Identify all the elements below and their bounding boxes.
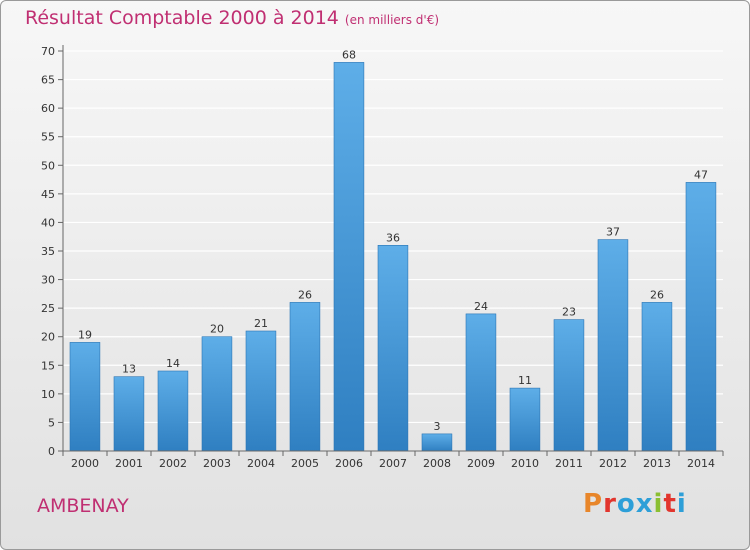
data-label-2001: 13: [122, 363, 136, 376]
x-tick-label: 2007: [379, 457, 407, 470]
y-tick-label: 20: [41, 331, 55, 344]
chart-title: Résultat Comptable 2000 à 2014 (en millie…: [25, 7, 439, 29]
bar-2004: [245, 330, 277, 452]
data-label-2004: 21: [254, 317, 268, 330]
x-tick-label: 2002: [159, 457, 187, 470]
data-label-2014: 47: [694, 168, 708, 181]
data-label-2011: 23: [562, 306, 576, 319]
data-label-2007: 36: [386, 231, 400, 244]
logo-letter: t: [663, 489, 677, 519]
x-tick-label: 2003: [203, 457, 231, 470]
y-tick-label: 25: [41, 302, 55, 315]
logo-letter: P: [583, 489, 604, 519]
logo-letter: i: [676, 489, 687, 519]
data-label-2000: 19: [78, 328, 92, 341]
data-label-2012: 37: [606, 226, 620, 239]
data-label-2002: 14: [166, 357, 180, 370]
data-label-2010: 11: [518, 374, 532, 387]
y-tick-label: 10: [41, 388, 55, 401]
x-tick-label: 2004: [247, 457, 275, 470]
y-tick-label: 55: [41, 131, 55, 144]
y-tick-label: 45: [41, 188, 55, 201]
y-tick-label: 65: [41, 74, 55, 87]
x-tick-label: 2000: [71, 457, 99, 470]
proxiti-logo: Proxiti: [583, 489, 687, 519]
bar-2005: [289, 302, 321, 452]
bar-2008: [421, 433, 453, 452]
y-tick-label: 15: [41, 359, 55, 372]
bars: 19 13 14 20 21 26 68 36 3 24 11 23 37 26 47: [69, 48, 717, 452]
x-tick-label: 2008: [423, 457, 451, 470]
bar-2006: [333, 62, 365, 452]
x-axis: 2000 2001 2002 2003 2004 2005 2006 2007 2008 2009…: [62, 450, 724, 470]
y-tick-label: 40: [41, 216, 55, 229]
data-label-2008: 3: [434, 420, 441, 433]
bar-2002: [157, 370, 189, 452]
data-label-2005: 26: [298, 288, 312, 301]
bar-2003: [201, 336, 233, 452]
logo-letter: x: [635, 489, 654, 519]
y-tick-label: 60: [41, 102, 55, 115]
y-axis: 0 5 10 15 20 25 30 35 40 45 50 55 60 65 70: [41, 45, 64, 458]
x-tick-label: 2006: [335, 457, 363, 470]
y-tick-label: 5: [48, 416, 55, 429]
bar-2012: [597, 239, 629, 452]
bar-2011: [553, 319, 585, 452]
data-label-2003: 20: [210, 323, 224, 336]
bar-2013: [641, 302, 673, 452]
x-tick-label: 2011: [555, 457, 583, 470]
bar-2000: [69, 342, 101, 452]
x-tick-label: 2014: [687, 457, 715, 470]
logo-letter: r: [603, 489, 617, 519]
x-tick-label: 2001: [115, 457, 143, 470]
bar-2007: [377, 245, 409, 452]
logo-letter: i: [653, 489, 664, 519]
data-label-2009: 24: [474, 300, 488, 313]
y-tick-label: 70: [41, 45, 55, 58]
chart-title-text: Résultat Comptable 2000 à 2014: [25, 7, 339, 29]
bar-2010: [509, 387, 541, 452]
y-tick-label: 35: [41, 245, 55, 258]
x-tick-label: 2009: [467, 457, 495, 470]
chart-subtitle: (en milliers d'€): [344, 13, 440, 27]
x-tick-label: 2013: [643, 457, 671, 470]
x-tick-label: 2012: [599, 457, 627, 470]
bar-2014: [685, 182, 717, 452]
logo-letter: o: [616, 489, 636, 519]
bar-2009: [465, 313, 497, 452]
x-tick-label: 2010: [511, 457, 539, 470]
y-tick-label: 30: [41, 274, 55, 287]
x-tick-label: 2005: [291, 457, 319, 470]
bar-2001: [113, 376, 145, 452]
data-label-2006: 68: [342, 48, 356, 61]
commune-name: AMBENAY: [37, 495, 129, 517]
data-label-2013: 26: [650, 288, 664, 301]
y-tick-label: 50: [41, 159, 55, 172]
y-tick-label: 0: [48, 445, 55, 458]
